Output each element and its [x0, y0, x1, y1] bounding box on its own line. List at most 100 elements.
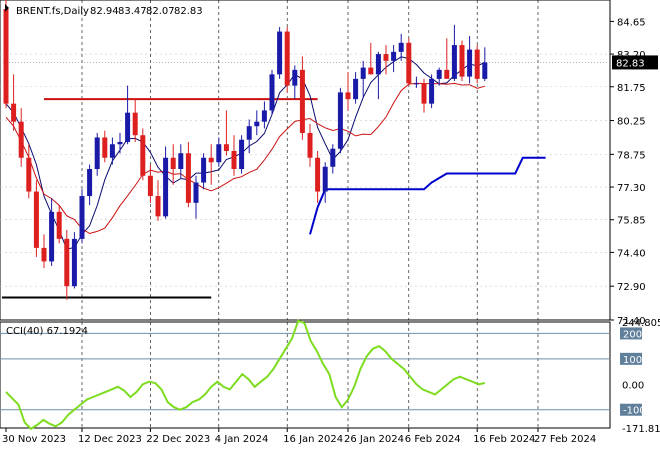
candle [56, 205, 62, 244]
last-price-tag: 82.83 [612, 55, 658, 69]
candle [239, 135, 245, 174]
price-grid [0, 0, 610, 320]
candle [3, 0, 9, 109]
price-tick-label: 75.85 [617, 216, 646, 227]
candle [41, 234, 47, 269]
candle [292, 65, 298, 100]
fast-moving-average [5, 56, 485, 250]
date-tick-label: 26 Jan 2024 [344, 434, 404, 445]
cci-panel: CCI(40) 67.1924 [0, 319, 611, 431]
candle [193, 175, 199, 219]
candle [421, 78, 427, 113]
candle [284, 27, 290, 93]
candle [117, 132, 123, 154]
candle [79, 189, 85, 244]
candle [71, 232, 77, 289]
candle [125, 85, 131, 145]
candle [64, 229, 70, 300]
date-tick-label: 6 Feb 2024 [405, 434, 461, 445]
candle [102, 130, 108, 163]
candle [413, 76, 419, 88]
price-panel-frame [0, 0, 611, 321]
candle [132, 99, 138, 142]
price-tick-label: 72.90 [617, 282, 646, 293]
support-step-line [309, 156, 546, 235]
price-tick-label: 74.40 [617, 248, 646, 259]
cci-levels [0, 332, 610, 411]
cci-tick-label: 0.00 [622, 380, 644, 391]
date-tick-label: 30 Nov 2023 [2, 434, 66, 445]
price-panel: BRENT.fs,Daily 82.94 83.47 82.07 82.83 [0, 0, 611, 321]
candle [277, 27, 283, 79]
candle [337, 87, 343, 154]
candle [216, 137, 222, 167]
candle [147, 164, 153, 203]
price-tick-label: 80.25 [617, 117, 646, 128]
price-tick-label: 84.65 [617, 17, 646, 28]
price-tick-label: 81.75 [617, 83, 646, 94]
candle [436, 67, 442, 86]
candle [299, 56, 305, 140]
price-tick-label: 78.75 [617, 150, 646, 161]
candle [467, 36, 473, 84]
date-tick-label: 16 Feb 2024 [473, 434, 535, 445]
candle [49, 198, 55, 266]
cci-title: CCI(40) 67.1924 [6, 326, 88, 337]
ohlc-open: 82.94 [90, 6, 119, 17]
candle [459, 40, 465, 82]
date-tick-label: 12 Dec 2023 [78, 434, 142, 445]
candle [398, 33, 404, 61]
candle [223, 110, 229, 156]
candle [155, 180, 161, 221]
slow-moving-average [5, 82, 485, 235]
price-tick-label: 71.40 [617, 316, 646, 327]
candle [140, 128, 146, 181]
candle [375, 51, 381, 100]
candle [391, 45, 397, 73]
candle [383, 45, 389, 75]
candle [231, 135, 237, 176]
date-tick-label: 4 Jan 2024 [215, 434, 269, 445]
candle [33, 180, 39, 257]
cci-tick-label: -100 [623, 406, 646, 417]
candle [26, 144, 32, 199]
ohlc-high: 83.47 [118, 6, 147, 17]
cci-line [5, 319, 486, 431]
date-tick-label: 16 Jan 2024 [283, 434, 343, 445]
cci-tick-label: 100 [623, 355, 642, 366]
candle [246, 119, 252, 154]
candlesticks [3, 0, 488, 300]
candle [353, 72, 359, 104]
candle [330, 144, 336, 174]
price-tick-label: 77.30 [617, 183, 646, 194]
time-axis: 30 Nov 2023 12 Dec 2023 22 Dec 2023 4 Jan 2… [2, 428, 596, 445]
candle [451, 24, 457, 82]
candle [474, 45, 480, 84]
ohlc-close: 82.83 [174, 6, 203, 17]
cci-tick-label: 200 [623, 329, 642, 340]
candle [307, 123, 313, 167]
candle [269, 69, 275, 115]
candle [11, 74, 17, 131]
candle [315, 150, 321, 203]
candle [360, 60, 366, 97]
candle [163, 146, 169, 219]
candle [261, 101, 267, 129]
cci-tick-label: -171.815 [622, 424, 660, 435]
candle [109, 137, 115, 165]
chart-title: BRENT.fs,Daily [16, 6, 89, 17]
candle [406, 38, 412, 86]
candle [185, 141, 191, 208]
cci-tick-label: 244.8058 [622, 318, 660, 329]
candle [482, 47, 488, 82]
candle [87, 164, 93, 206]
candle [444, 38, 450, 79]
date-tick-label: 27 Feb 2024 [534, 434, 596, 445]
candle [18, 108, 24, 167]
candle [178, 144, 184, 179]
candle [170, 144, 176, 185]
candle [345, 72, 351, 111]
ohlc-low: 82.07 [146, 6, 175, 17]
candle [429, 74, 435, 109]
